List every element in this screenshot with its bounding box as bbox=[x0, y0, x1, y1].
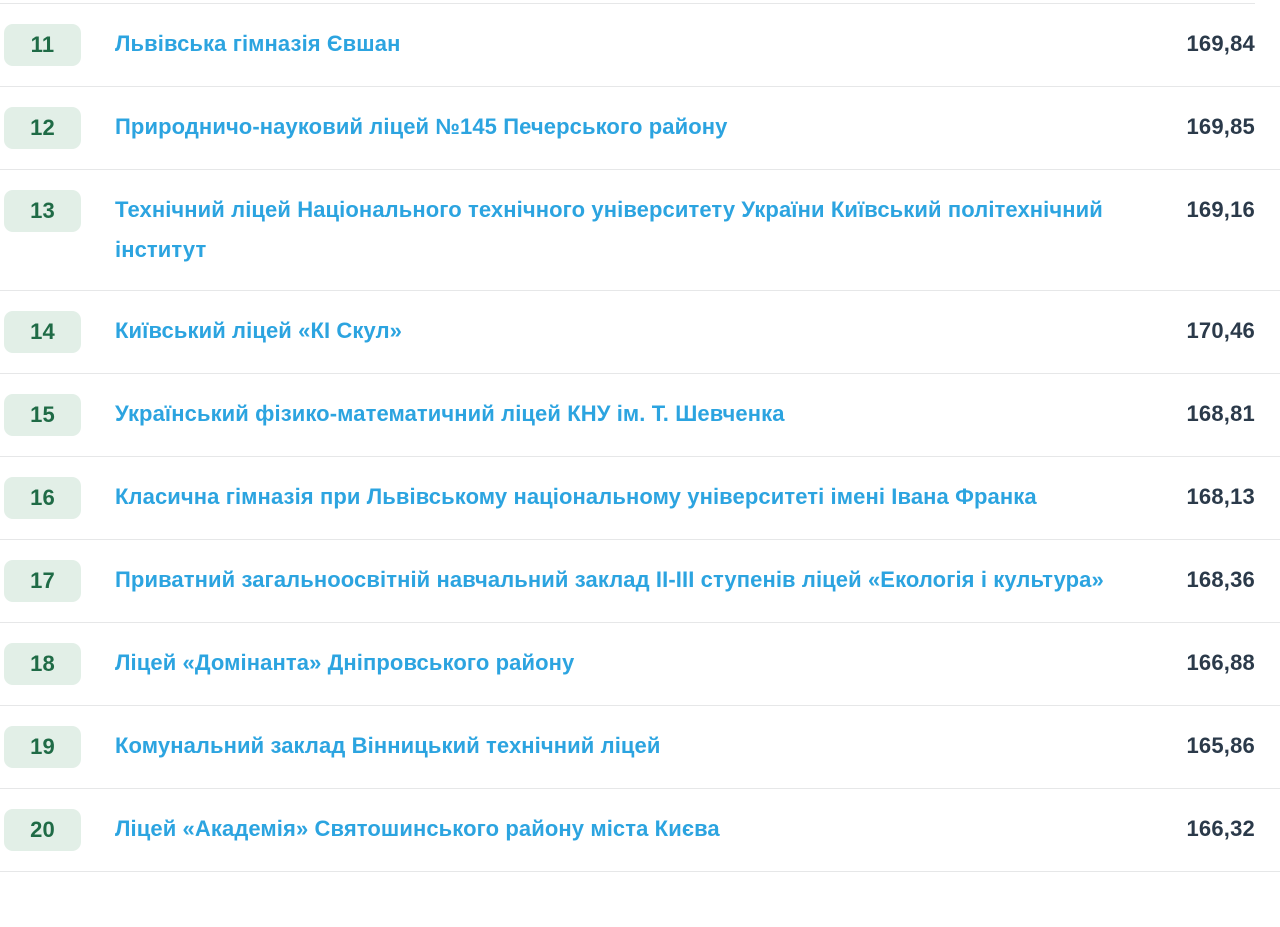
school-name-cell: Український фізико-математичний ліцей КН… bbox=[81, 394, 1137, 434]
school-name-link[interactable]: Київський ліцей «КІ Скул» bbox=[115, 318, 402, 343]
school-name-link[interactable]: Природничо-науковий ліцей №145 Печерсько… bbox=[115, 114, 728, 139]
rank-badge: 13 bbox=[4, 190, 81, 232]
school-name-link[interactable]: Класична гімназія при Львівському націон… bbox=[115, 484, 1037, 509]
table-row[interactable]: 15 Український фізико-математичний ліцей… bbox=[0, 374, 1280, 457]
rank-badge: 18 bbox=[4, 643, 81, 685]
rank-badge: 12 bbox=[4, 107, 81, 149]
table-row[interactable]: 19 Комунальний заклад Вінницький технічн… bbox=[0, 706, 1280, 789]
rank-cell: 19 bbox=[0, 726, 81, 768]
school-name-link[interactable]: Приватний загальноосвітній навчальний за… bbox=[115, 567, 1104, 592]
rank-cell: 14 bbox=[0, 311, 81, 353]
score-value: 169,16 bbox=[1186, 197, 1255, 222]
rank-badge: 14 bbox=[4, 311, 81, 353]
school-name-link[interactable]: Ліцей «Академія» Святошинського району м… bbox=[115, 816, 720, 841]
table-row[interactable]: 16 Класична гімназія при Львівському нац… bbox=[0, 457, 1280, 540]
rank-cell: 20 bbox=[0, 809, 81, 851]
school-name-cell: Ліцей «Домінанта» Дніпровського району bbox=[81, 643, 1137, 683]
school-name-link[interactable]: Ліцей «Домінанта» Дніпровського району bbox=[115, 650, 575, 675]
rank-badge: 16 bbox=[4, 477, 81, 519]
score-value: 168,81 bbox=[1186, 401, 1255, 426]
score-value: 168,36 bbox=[1186, 567, 1255, 592]
school-name-link[interactable]: Український фізико-математичний ліцей КН… bbox=[115, 401, 785, 426]
table-row[interactable]: 14 Київський ліцей «КІ Скул» 170,46 bbox=[0, 291, 1280, 374]
table-row[interactable]: 20 Ліцей «Академія» Святошинського район… bbox=[0, 789, 1280, 872]
rank-cell: 16 bbox=[0, 477, 81, 519]
school-name-cell: Приватний загальноосвітній навчальний за… bbox=[81, 560, 1137, 600]
rank-badge: 19 bbox=[4, 726, 81, 768]
rank-badge: 15 bbox=[4, 394, 81, 436]
school-name-link[interactable]: Технічний ліцей Національного технічного… bbox=[115, 197, 1103, 262]
table-top-divider bbox=[0, 3, 1255, 4]
rank-cell: 15 bbox=[0, 394, 81, 436]
table-row[interactable]: 17 Приватний загальноосвітній навчальний… bbox=[0, 540, 1280, 623]
school-name-cell: Технічний ліцей Національного технічного… bbox=[81, 190, 1137, 270]
score-value: 170,46 bbox=[1186, 318, 1255, 343]
school-name-cell: Київський ліцей «КІ Скул» bbox=[81, 311, 1137, 351]
score-value: 169,85 bbox=[1186, 114, 1255, 139]
school-name-cell: Ліцей «Академія» Святошинського району м… bbox=[81, 809, 1137, 849]
rank-cell: 18 bbox=[0, 643, 81, 685]
school-name-cell: Класична гімназія при Львівському націон… bbox=[81, 477, 1137, 517]
rank-badge: 11 bbox=[4, 24, 81, 66]
rank-cell: 17 bbox=[0, 560, 81, 602]
school-name-cell: Комунальний заклад Вінницький технічний … bbox=[81, 726, 1137, 766]
rank-badge: 20 bbox=[4, 809, 81, 851]
rank-cell: 11 bbox=[0, 24, 81, 66]
school-name-cell: Природничо-науковий ліцей №145 Печерсько… bbox=[81, 107, 1137, 147]
score-value: 169,84 bbox=[1186, 31, 1255, 56]
school-name-cell: Львівська гімназія Євшан bbox=[81, 24, 1137, 64]
school-name-link[interactable]: Львівська гімназія Євшан bbox=[115, 31, 401, 56]
table-row[interactable]: 18 Ліцей «Домінанта» Дніпровського район… bbox=[0, 623, 1280, 706]
table-row[interactable]: 12 Природничо-науковий ліцей №145 Печерс… bbox=[0, 87, 1280, 170]
table-row[interactable]: 13 Технічний ліцей Національного технічн… bbox=[0, 170, 1280, 291]
rank-cell: 12 bbox=[0, 107, 81, 149]
rank-badge: 17 bbox=[4, 560, 81, 602]
score-value: 168,13 bbox=[1186, 484, 1255, 509]
ranking-table: 11 Львівська гімназія Євшан 169,84 12 Пр… bbox=[0, 3, 1280, 872]
score-value: 166,88 bbox=[1186, 650, 1255, 675]
table-row[interactable]: 11 Львівська гімназія Євшан 169,84 bbox=[0, 4, 1280, 87]
score-value: 165,86 bbox=[1186, 733, 1255, 758]
score-value: 166,32 bbox=[1186, 816, 1255, 841]
rank-cell: 13 bbox=[0, 190, 81, 232]
school-name-link[interactable]: Комунальний заклад Вінницький технічний … bbox=[115, 733, 661, 758]
